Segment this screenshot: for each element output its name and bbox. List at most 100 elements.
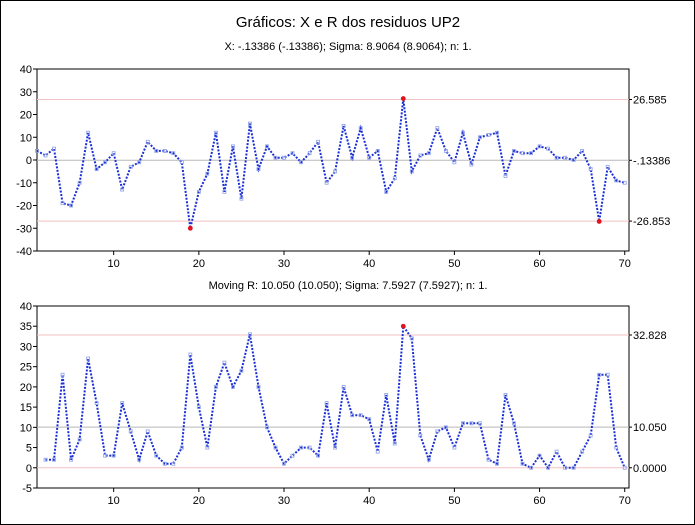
data-point xyxy=(324,401,329,405)
out-of-control-point xyxy=(400,323,406,329)
data-point xyxy=(478,421,482,426)
data-point xyxy=(452,160,457,165)
data-point xyxy=(409,169,414,174)
data-point xyxy=(588,433,593,438)
data-point xyxy=(77,437,82,442)
data-point xyxy=(60,201,65,206)
data-point xyxy=(392,176,397,181)
data-point xyxy=(495,130,499,135)
x-chart-subtitle: X: -.13386 (-.13386); Sigma: 8.9064 (8.9… xyxy=(224,41,471,53)
data-point xyxy=(231,384,235,389)
x-tick-label: 50 xyxy=(448,258,460,270)
data-point xyxy=(35,148,39,153)
data-point xyxy=(622,465,627,470)
data-point xyxy=(375,148,380,153)
data-point xyxy=(128,164,133,169)
lcl-label: 0.0000 xyxy=(633,463,667,475)
data-point xyxy=(205,171,210,176)
data-point xyxy=(486,133,491,137)
data-point xyxy=(580,148,585,153)
y-tick-label: 10 xyxy=(20,422,32,434)
data-point xyxy=(179,445,184,450)
data-point xyxy=(86,356,91,361)
x-tick-label: 30 xyxy=(278,495,290,507)
data-point xyxy=(478,135,482,140)
y-tick-label: -20 xyxy=(16,201,32,213)
data-point xyxy=(435,126,440,131)
data-point xyxy=(43,457,48,462)
out-of-control-point xyxy=(400,96,406,101)
y-tick-label: 40 xyxy=(20,301,32,313)
data-point xyxy=(469,421,474,426)
data-point xyxy=(358,126,363,131)
data-point xyxy=(179,160,184,165)
data-point xyxy=(571,158,576,162)
data-point xyxy=(418,153,423,158)
data-point xyxy=(554,155,559,160)
out-of-control-point xyxy=(187,225,193,231)
data-point xyxy=(333,445,338,450)
data-point xyxy=(529,465,533,470)
data-point xyxy=(426,151,431,156)
data-point xyxy=(145,139,150,144)
data-point xyxy=(162,148,167,153)
y-tick-label: 30 xyxy=(20,341,32,353)
moving-range-chart-panel: 32.828 10.050 0.0000 -5 0 5 10 15 20 25 30 35 40 10 20… xyxy=(20,301,667,507)
data-point xyxy=(52,457,56,462)
series-line xyxy=(36,98,625,229)
data-point xyxy=(248,121,252,126)
data-point xyxy=(196,189,201,194)
data-point xyxy=(128,429,133,434)
center-label: 10.050 xyxy=(633,422,667,434)
data-point xyxy=(188,352,193,357)
data-point xyxy=(69,203,73,208)
data-point xyxy=(273,445,278,450)
data-point xyxy=(120,187,125,192)
data-point xyxy=(52,146,56,151)
y-tick-label: 10 xyxy=(20,132,32,144)
data-point xyxy=(546,146,550,151)
data-point xyxy=(290,453,295,458)
y-tick-label: 20 xyxy=(20,110,32,122)
x-tick-label: 60 xyxy=(533,495,545,507)
x-tick-label: 20 xyxy=(193,258,205,270)
data-point xyxy=(341,384,346,389)
lcl-label: -26.853 xyxy=(633,216,670,228)
data-point xyxy=(239,368,244,373)
data-point xyxy=(265,425,269,430)
y-tick-label: 30 xyxy=(20,87,32,99)
data-point xyxy=(520,461,525,466)
ucl-label: 32.828 xyxy=(633,330,667,342)
data-point xyxy=(103,160,108,165)
data-point xyxy=(435,429,440,434)
data-point xyxy=(137,160,142,165)
data-point xyxy=(460,421,465,426)
data-point xyxy=(622,180,627,185)
data-point xyxy=(120,401,125,405)
data-point xyxy=(512,421,516,426)
center-label: -.13386 xyxy=(633,155,670,167)
data-point xyxy=(333,169,338,174)
x-tick-label: 70 xyxy=(619,258,631,270)
x-tick-label: 40 xyxy=(363,258,375,270)
ucl-label: 26.585 xyxy=(633,95,667,107)
data-point xyxy=(316,139,320,144)
y-tick-label: -30 xyxy=(16,223,32,235)
data-point xyxy=(231,144,235,149)
data-point xyxy=(239,196,244,201)
data-point xyxy=(299,160,303,165)
data-point xyxy=(43,153,48,158)
data-point xyxy=(350,413,355,418)
data-point xyxy=(273,155,278,160)
data-point xyxy=(69,457,73,462)
x-tick-label: 10 xyxy=(108,258,120,270)
data-point xyxy=(103,453,108,458)
data-point xyxy=(392,441,397,446)
data-point xyxy=(486,457,491,462)
data-point xyxy=(503,393,508,397)
x-chart-panel: 26.585 -.13386 -26.853 -40 -30 -20 -10 0 10 20 30 4… xyxy=(16,64,670,270)
y-tick-label: 20 xyxy=(20,382,32,394)
data-point xyxy=(563,465,568,470)
data-point xyxy=(529,151,533,156)
data-point xyxy=(154,453,159,458)
